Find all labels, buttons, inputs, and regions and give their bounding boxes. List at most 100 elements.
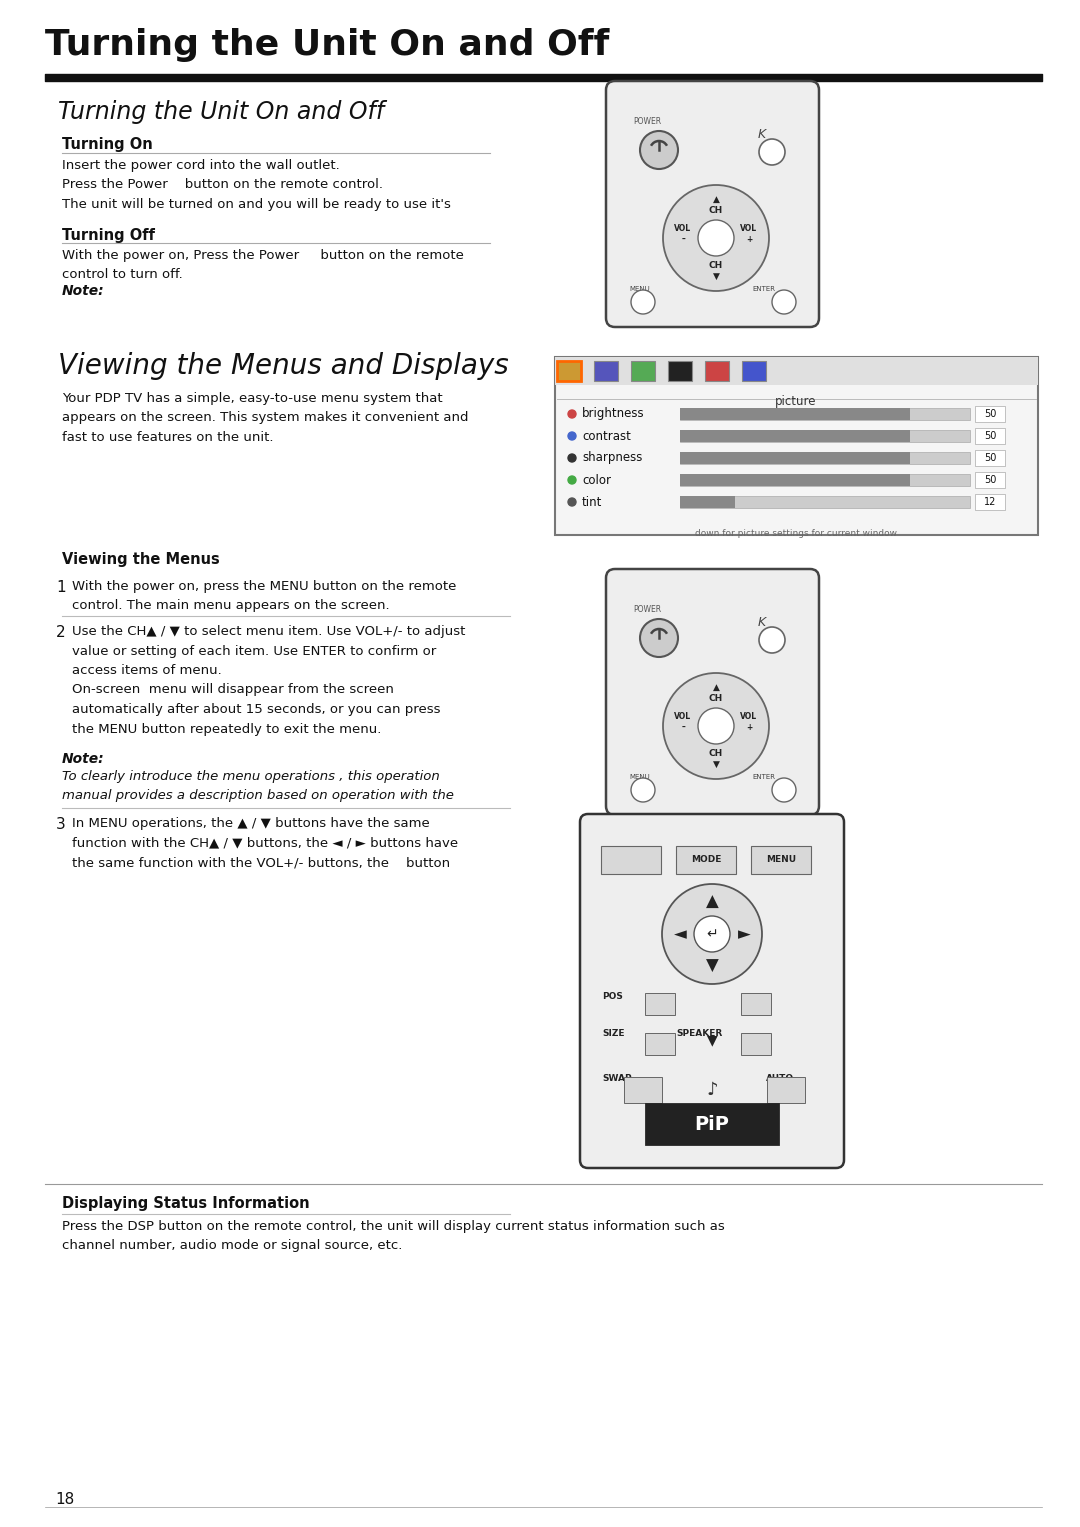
Text: MODE: MODE xyxy=(691,855,721,864)
Text: sharpness: sharpness xyxy=(582,452,643,464)
Circle shape xyxy=(663,673,769,779)
FancyBboxPatch shape xyxy=(742,360,766,382)
Text: To clearly introduce the menu operations , this operation
manual provides a desc: To clearly introduce the menu operations… xyxy=(62,770,454,803)
FancyBboxPatch shape xyxy=(680,496,970,508)
Text: VOL
+: VOL + xyxy=(741,224,757,244)
Text: Insert the power cord into the wall outlet.
Press the Power    button on the rem: Insert the power cord into the wall outl… xyxy=(62,159,450,211)
FancyBboxPatch shape xyxy=(646,1104,778,1144)
Text: ▲
CH: ▲ CH xyxy=(708,195,724,215)
Text: MENU: MENU xyxy=(629,286,650,292)
FancyBboxPatch shape xyxy=(555,357,1038,385)
FancyBboxPatch shape xyxy=(975,495,1005,510)
FancyBboxPatch shape xyxy=(580,814,843,1168)
Text: ◄: ◄ xyxy=(674,925,687,944)
Text: color: color xyxy=(582,473,611,487)
Circle shape xyxy=(640,618,678,657)
Text: SPEAKER: SPEAKER xyxy=(676,1029,723,1038)
Text: MENU: MENU xyxy=(766,855,796,864)
Text: VOL
–: VOL – xyxy=(674,712,691,731)
FancyBboxPatch shape xyxy=(606,570,819,815)
Text: tint: tint xyxy=(582,495,603,508)
FancyBboxPatch shape xyxy=(975,472,1005,489)
Text: Turning the Unit On and Off: Turning the Unit On and Off xyxy=(58,99,384,124)
Circle shape xyxy=(568,454,576,463)
Text: With the power on, press the MENU button on the remote
control. The main menu ap: With the power on, press the MENU button… xyxy=(72,580,457,612)
Text: picture: picture xyxy=(775,395,816,408)
Text: Your PDP TV has a simple, easy-to-use menu system that
appears on the screen. Th: Your PDP TV has a simple, easy-to-use me… xyxy=(62,392,469,444)
Text: K: K xyxy=(758,615,766,629)
FancyBboxPatch shape xyxy=(751,846,811,873)
FancyBboxPatch shape xyxy=(669,360,692,382)
Text: VOL
–: VOL – xyxy=(674,224,691,244)
Text: 1: 1 xyxy=(56,580,66,596)
FancyBboxPatch shape xyxy=(680,452,970,464)
Text: 2: 2 xyxy=(56,625,66,640)
Text: contrast: contrast xyxy=(582,429,631,443)
Circle shape xyxy=(759,628,785,654)
Circle shape xyxy=(568,476,576,484)
Text: With the power on, Press the Power     button on the remote
control to turn off.: With the power on, Press the Power butto… xyxy=(62,249,464,281)
FancyBboxPatch shape xyxy=(680,473,970,486)
FancyBboxPatch shape xyxy=(767,1077,805,1102)
FancyBboxPatch shape xyxy=(680,431,910,441)
Text: POWER: POWER xyxy=(633,605,661,614)
FancyBboxPatch shape xyxy=(680,496,735,508)
FancyBboxPatch shape xyxy=(741,993,771,1015)
FancyBboxPatch shape xyxy=(680,473,910,486)
Text: VOL
+: VOL + xyxy=(741,712,757,731)
Circle shape xyxy=(631,777,654,802)
FancyBboxPatch shape xyxy=(645,993,675,1015)
Text: 50: 50 xyxy=(984,409,996,418)
Text: 50: 50 xyxy=(984,431,996,441)
FancyBboxPatch shape xyxy=(975,428,1005,444)
Circle shape xyxy=(568,411,576,418)
Text: Displaying Status Information: Displaying Status Information xyxy=(62,1196,310,1211)
FancyBboxPatch shape xyxy=(594,360,618,382)
FancyBboxPatch shape xyxy=(975,450,1005,466)
Text: Note:: Note: xyxy=(62,751,105,767)
Text: POWER: POWER xyxy=(633,118,661,127)
Text: POS: POS xyxy=(602,993,623,1002)
Text: ▲
CH: ▲ CH xyxy=(708,683,724,702)
FancyBboxPatch shape xyxy=(631,360,654,382)
Text: Press the DSP button on the remote control, the unit will display current status: Press the DSP button on the remote contr… xyxy=(62,1220,725,1252)
FancyBboxPatch shape xyxy=(680,408,910,420)
Text: ▲: ▲ xyxy=(705,893,718,912)
Text: AUTO: AUTO xyxy=(766,1073,794,1083)
Circle shape xyxy=(772,777,796,802)
FancyBboxPatch shape xyxy=(680,452,910,464)
Text: 12: 12 xyxy=(984,496,996,507)
Text: ENTER: ENTER xyxy=(752,286,775,292)
Text: ►: ► xyxy=(738,925,751,944)
Text: PiP: PiP xyxy=(694,1115,729,1133)
FancyBboxPatch shape xyxy=(705,360,729,382)
Text: ▼: ▼ xyxy=(706,1032,717,1048)
Text: 50: 50 xyxy=(984,454,996,463)
FancyBboxPatch shape xyxy=(606,81,819,327)
Circle shape xyxy=(663,185,769,292)
FancyBboxPatch shape xyxy=(624,1077,662,1102)
Text: CH
▼: CH ▼ xyxy=(708,750,724,768)
Text: MENU: MENU xyxy=(629,774,650,780)
Text: down for picture settings for current window: down for picture settings for current wi… xyxy=(696,528,897,538)
FancyBboxPatch shape xyxy=(557,360,581,382)
Text: Use the CH▲ / ▼ to select menu item. Use VOL+/- to adjust
value or setting of ea: Use the CH▲ / ▼ to select menu item. Use… xyxy=(72,625,465,736)
Circle shape xyxy=(698,220,734,257)
Circle shape xyxy=(759,139,785,165)
Text: Viewing the Menus: Viewing the Menus xyxy=(62,551,219,567)
Text: ENTER: ENTER xyxy=(752,774,775,780)
Text: SWAP: SWAP xyxy=(602,1073,632,1083)
Circle shape xyxy=(568,432,576,440)
Text: 50: 50 xyxy=(984,475,996,486)
Circle shape xyxy=(640,131,678,169)
FancyBboxPatch shape xyxy=(741,1032,771,1055)
Text: Viewing the Menus and Displays: Viewing the Menus and Displays xyxy=(58,353,509,380)
Text: brightness: brightness xyxy=(582,408,645,420)
FancyBboxPatch shape xyxy=(676,846,735,873)
Circle shape xyxy=(568,498,576,505)
Text: In MENU operations, the ▲ / ▼ buttons have the same
function with the CH▲ / ▼ bu: In MENU operations, the ▲ / ▼ buttons ha… xyxy=(72,817,458,869)
FancyBboxPatch shape xyxy=(600,846,661,873)
FancyBboxPatch shape xyxy=(680,431,970,441)
Text: CH
▼: CH ▼ xyxy=(708,261,724,281)
FancyBboxPatch shape xyxy=(680,408,970,420)
